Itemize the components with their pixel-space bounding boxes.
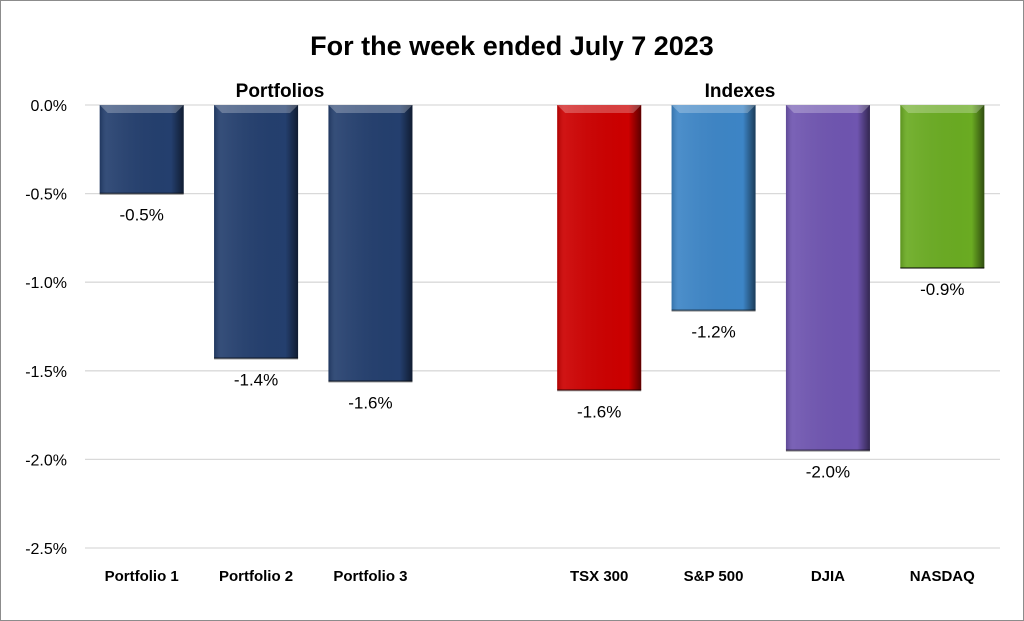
x-tick-label: Portfolio 2 [219,568,293,585]
bar [785,105,870,452]
bar [557,105,642,392]
bar-bevel [328,105,413,382]
y-tick-label: -2.5% [25,541,67,558]
bar-top-highlight [328,105,413,113]
y-tick-label: -0.5% [25,187,67,204]
chart-title: For the week ended July 7 2023 [310,31,714,61]
group-label-portfolios: Portfolios [236,81,325,102]
bar-bevel [785,105,870,451]
data-label: -1.2% [691,323,735,342]
x-tick-label: S&P 500 [684,568,744,585]
x-tick-label: Portfolio 1 [105,568,179,585]
bar-bevel [99,105,184,194]
y-tick-label: 0.0% [31,98,67,115]
data-label: -0.5% [119,206,163,225]
bar-top-highlight [557,105,642,113]
bar [99,105,184,195]
x-tick-label: Portfolio 3 [333,568,407,585]
bar [671,105,756,312]
bar-bevel [900,105,985,269]
x-tick-label: TSX 300 [570,568,628,585]
bar [328,105,413,383]
bar [900,105,985,270]
y-tick-label: -2.0% [25,452,67,469]
data-label: -1.4% [234,370,278,389]
bar-top-highlight [99,105,184,113]
bar-top-highlight [785,105,870,113]
x-tick-label: NASDAQ [910,568,975,585]
bar-top-highlight [671,105,756,113]
data-label: -1.6% [348,393,392,412]
bar-bevel [214,105,299,359]
bar-top-highlight [214,105,299,113]
y-tick-label: -1.0% [25,275,67,292]
group-label-indexes: Indexes [705,81,776,102]
bar-bevel [671,105,756,311]
y-tick-label: -1.5% [25,364,67,381]
bar [214,105,299,360]
x-tick-label: DJIA [811,568,845,585]
data-label: -1.6% [577,402,621,421]
bar-top-highlight [900,105,985,113]
data-label: -2.0% [806,463,850,482]
data-label: -0.9% [920,280,964,299]
bar-bevel [557,105,642,391]
